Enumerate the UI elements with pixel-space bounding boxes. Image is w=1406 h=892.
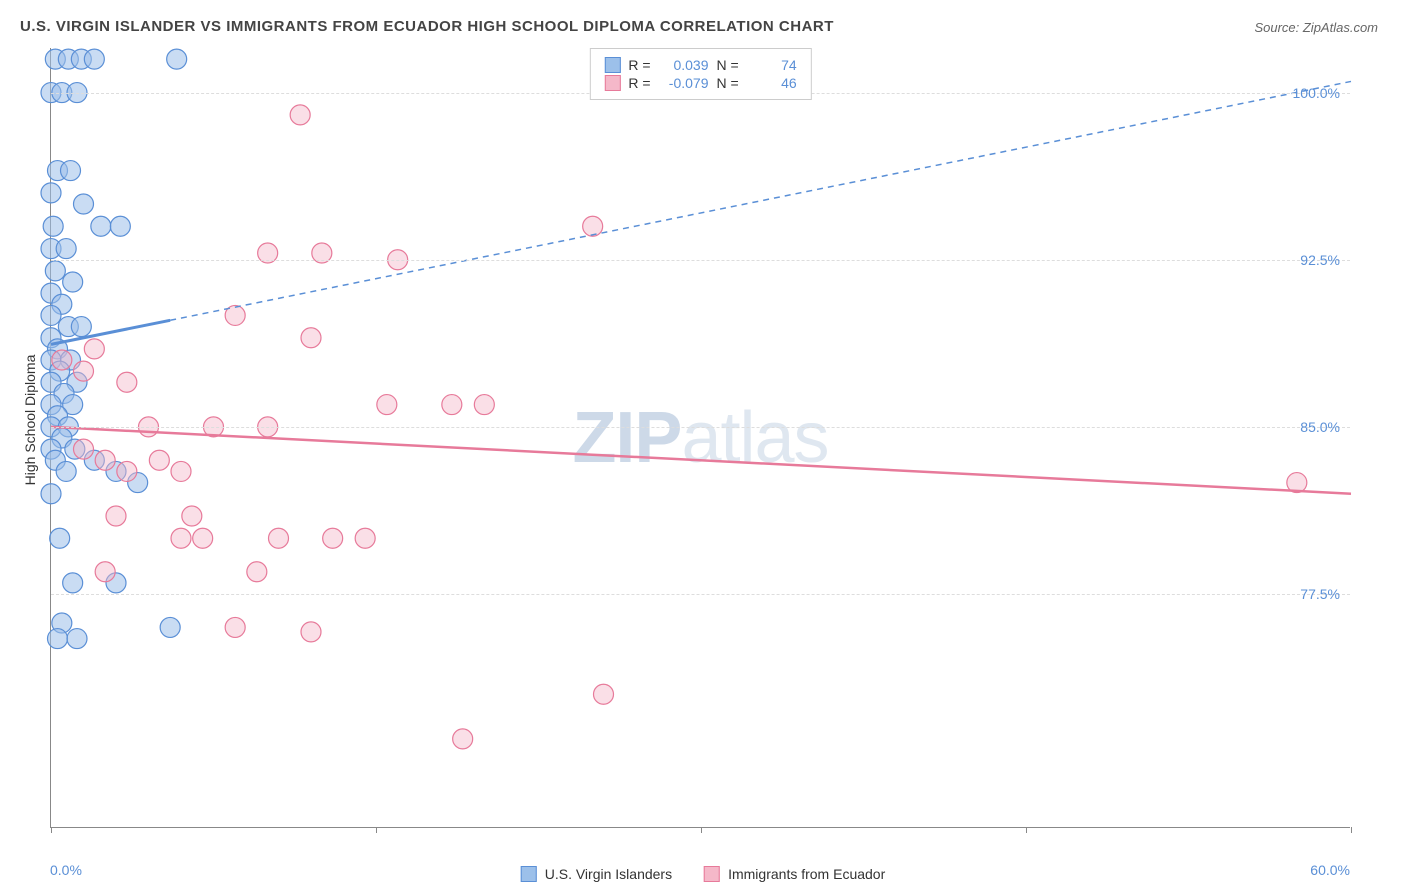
chart-title: U.S. VIRGIN ISLANDER VS IMMIGRANTS FROM …	[20, 18, 834, 35]
scatter-point	[247, 562, 267, 582]
x-tick	[701, 827, 702, 833]
chart-plot-area: ZIPatlas R = 0.039 N = 74 R = -0.079 N =…	[50, 48, 1350, 828]
scatter-point	[48, 629, 68, 649]
scatter-point	[45, 261, 65, 281]
scatter-point	[41, 484, 61, 504]
scatter-point	[442, 395, 462, 415]
gridline	[51, 594, 1350, 595]
y-tick-label: 85.0%	[1300, 419, 1340, 435]
scatter-point	[52, 350, 72, 370]
x-axis-max-label: 60.0%	[1310, 862, 1350, 878]
legend-item-series2: Immigrants from Ecuador	[704, 866, 885, 882]
scatter-point	[84, 339, 104, 359]
scatter-point	[84, 49, 104, 69]
legend-swatch-series1	[521, 866, 537, 882]
scatter-point	[74, 361, 94, 381]
gridline	[51, 427, 1350, 428]
scatter-point	[41, 305, 61, 325]
y-tick-label: 77.5%	[1300, 586, 1340, 602]
x-tick	[376, 827, 377, 833]
scatter-point	[160, 617, 180, 637]
legend-row-series1: R = 0.039 N = 74	[604, 57, 796, 73]
scatter-point	[171, 528, 191, 548]
scatter-point	[74, 194, 94, 214]
scatter-point	[95, 562, 115, 582]
scatter-point	[167, 49, 187, 69]
scatter-point	[110, 216, 130, 236]
legend-r-value: -0.079	[659, 75, 709, 91]
legend-r-value: 0.039	[659, 57, 709, 73]
y-tick-label: 100.0%	[1293, 85, 1340, 101]
y-tick-label: 92.5%	[1300, 252, 1340, 268]
legend-n-value: 46	[747, 75, 797, 91]
scatter-point	[56, 461, 76, 481]
legend-label-series2: Immigrants from Ecuador	[728, 866, 885, 882]
scatter-point	[149, 450, 169, 470]
scatter-point	[269, 528, 289, 548]
legend-n-label: N =	[717, 75, 739, 91]
legend-label-series1: U.S. Virgin Islanders	[545, 866, 672, 882]
scatter-point	[290, 105, 310, 125]
source-label: Source: ZipAtlas.com	[1254, 20, 1378, 35]
scatter-point	[453, 729, 473, 749]
x-tick	[51, 827, 52, 833]
scatter-point	[56, 239, 76, 259]
scatter-point	[182, 506, 202, 526]
scatter-point	[63, 573, 83, 593]
trend-line-solid	[51, 427, 1351, 494]
scatter-point	[323, 528, 343, 548]
scatter-point	[91, 216, 111, 236]
legend-r-label: R =	[628, 75, 650, 91]
x-tick	[1026, 827, 1027, 833]
legend-item-series1: U.S. Virgin Islanders	[521, 866, 672, 882]
x-tick	[1351, 827, 1352, 833]
legend-swatch-series2	[604, 75, 620, 91]
legend-r-label: R =	[628, 57, 650, 73]
scatter-point	[193, 528, 213, 548]
scatter-point	[50, 528, 70, 548]
legend-correlation-box: R = 0.039 N = 74 R = -0.079 N = 46	[589, 48, 811, 100]
scatter-point	[171, 461, 191, 481]
scatter-point	[41, 183, 61, 203]
scatter-point	[67, 629, 87, 649]
scatter-point	[63, 272, 83, 292]
scatter-point	[61, 161, 81, 181]
scatter-point	[95, 450, 115, 470]
scatter-point	[117, 461, 137, 481]
chart-svg	[51, 48, 1350, 827]
scatter-point	[43, 216, 63, 236]
scatter-point	[583, 216, 603, 236]
legend-swatch-series2	[704, 866, 720, 882]
scatter-point	[377, 395, 397, 415]
legend-series-box: U.S. Virgin Islanders Immigrants from Ec…	[521, 866, 886, 882]
legend-n-label: N =	[717, 57, 739, 73]
scatter-point	[301, 328, 321, 348]
scatter-point	[474, 395, 494, 415]
scatter-point	[117, 372, 137, 392]
scatter-point	[594, 684, 614, 704]
gridline	[51, 260, 1350, 261]
scatter-point	[355, 528, 375, 548]
trend-line-dashed	[170, 81, 1351, 320]
legend-row-series2: R = -0.079 N = 46	[604, 75, 796, 91]
y-axis-title: High School Diploma	[22, 355, 38, 486]
scatter-point	[71, 317, 91, 337]
scatter-point	[106, 506, 126, 526]
legend-n-value: 74	[747, 57, 797, 73]
x-axis-min-label: 0.0%	[50, 862, 82, 878]
scatter-point	[74, 439, 94, 459]
scatter-point	[225, 617, 245, 637]
legend-swatch-series1	[604, 57, 620, 73]
scatter-point	[301, 622, 321, 642]
